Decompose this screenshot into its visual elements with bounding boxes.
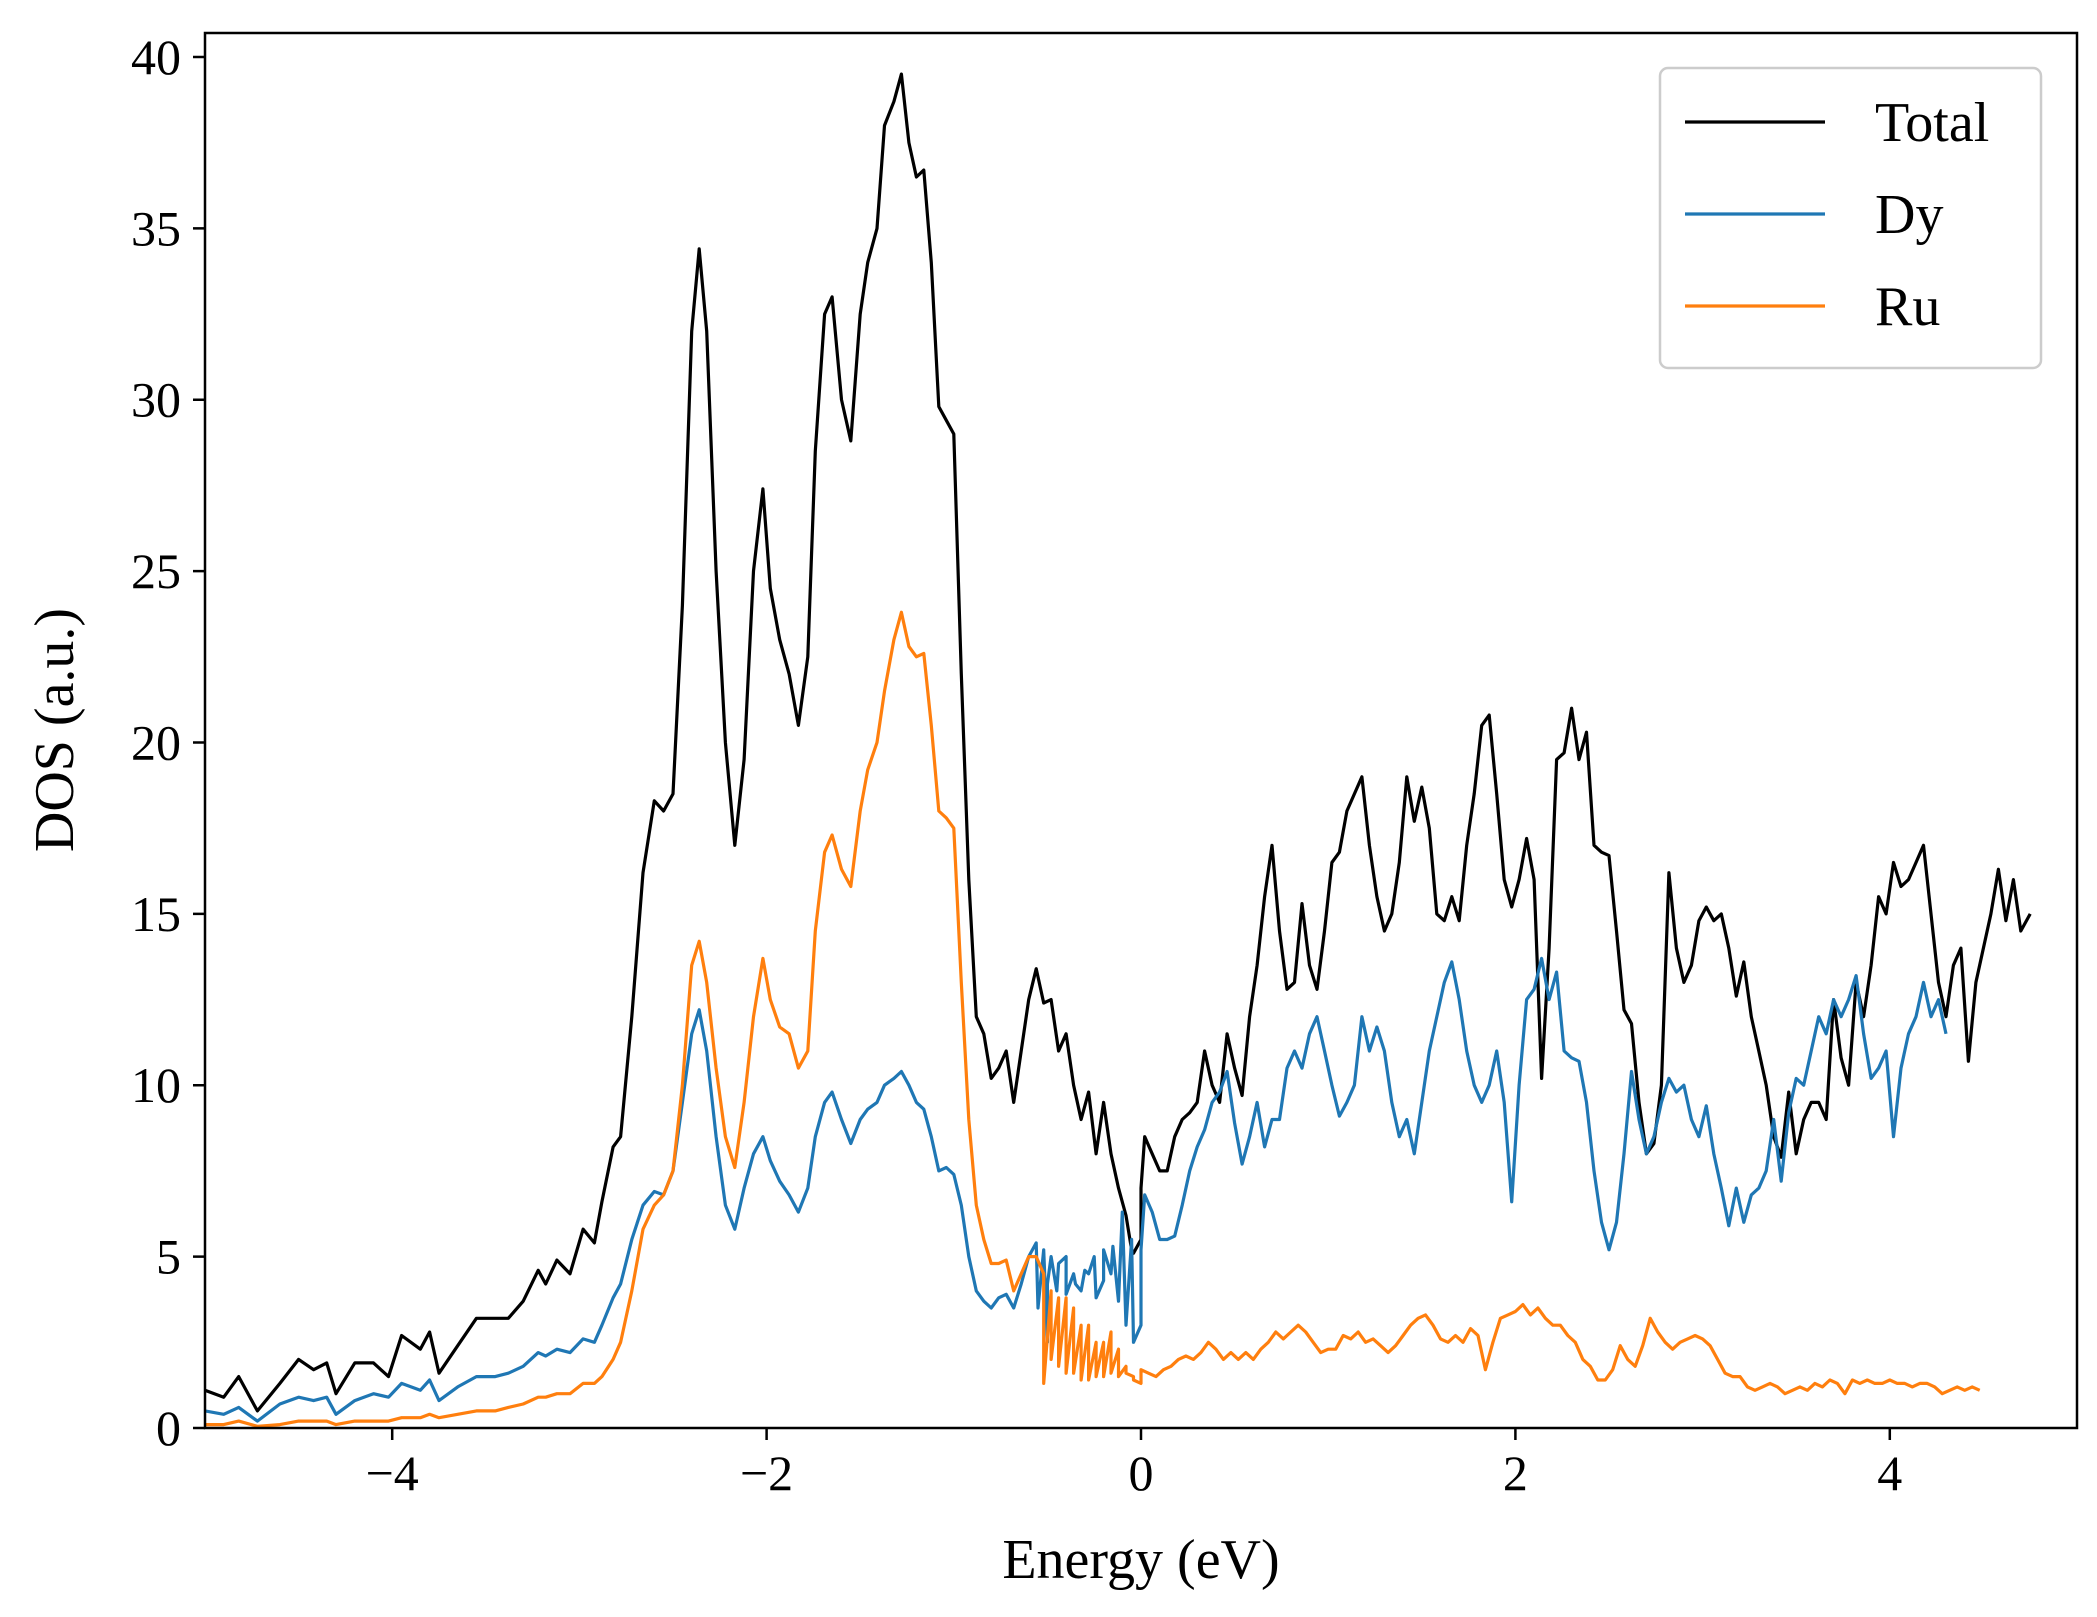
y-tick-label: 20 <box>131 714 181 770</box>
series-line-total <box>205 72 2032 1413</box>
y-tick-label: 10 <box>131 1057 181 1113</box>
y-tick-label: 30 <box>131 372 181 428</box>
y-axis: 0 5 10 15 20 25 30 35 40 <box>131 29 205 1456</box>
y-tick-label: 5 <box>156 1229 181 1285</box>
legend: Total Dy Ru <box>1658 66 2043 370</box>
y-tick-label: 0 <box>156 1400 181 1456</box>
y-tick-label: 25 <box>131 543 181 599</box>
x-axis: −4 −2 0 2 4 <box>366 1428 1902 1501</box>
legend-label-total: Total <box>1875 92 1989 154</box>
y-tick-label: 35 <box>131 200 181 256</box>
series-line-ru <box>205 610 1981 1428</box>
series-layer <box>205 72 2032 1428</box>
y-tick-label: 15 <box>131 886 181 942</box>
legend-label-dy: Dy <box>1875 184 1943 246</box>
x-tick-label: −2 <box>740 1445 793 1501</box>
y-tick-label: 40 <box>131 29 181 85</box>
series-line-dy <box>205 956 1948 1423</box>
y-axis-label: DOS (a.u.) <box>24 608 86 852</box>
legend-label-ru: Ru <box>1875 276 1940 338</box>
legend-box <box>1658 66 2043 370</box>
x-tick-label: 2 <box>1503 1445 1528 1501</box>
x-tick-label: 4 <box>1877 1445 1902 1501</box>
x-axis-label: Energy (eV) <box>1002 1529 1279 1591</box>
x-tick-label: 0 <box>1129 1445 1154 1501</box>
x-tick-label: −4 <box>366 1445 419 1501</box>
